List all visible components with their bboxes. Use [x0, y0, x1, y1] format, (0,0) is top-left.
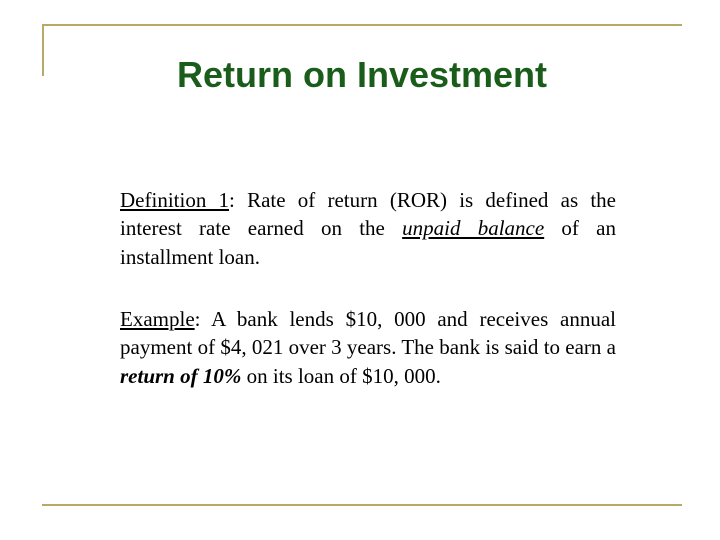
example-label: Example	[120, 307, 195, 331]
slide-title: Return on Investment	[42, 54, 682, 96]
example-prefix: : A bank lends $10, 000 and receives ann…	[120, 307, 616, 359]
definition-paragraph: Definition 1: Rate of return (ROR) is de…	[120, 186, 616, 271]
border-bottom	[42, 504, 682, 506]
slide-container: Return on Investment Definition 1: Rate …	[0, 0, 720, 540]
example-suffix: on its loan of $10, 000.	[241, 364, 441, 388]
definition-label: Definition 1	[120, 188, 229, 212]
definition-emphasis: unpaid balance	[402, 216, 544, 240]
example-emphasis: return of 10%	[120, 364, 241, 388]
border-left	[42, 24, 44, 76]
border-top	[42, 24, 682, 26]
slide-content: Definition 1: Rate of return (ROR) is de…	[42, 186, 682, 390]
example-paragraph: Example: A bank lends $10, 000 and recei…	[120, 305, 616, 390]
